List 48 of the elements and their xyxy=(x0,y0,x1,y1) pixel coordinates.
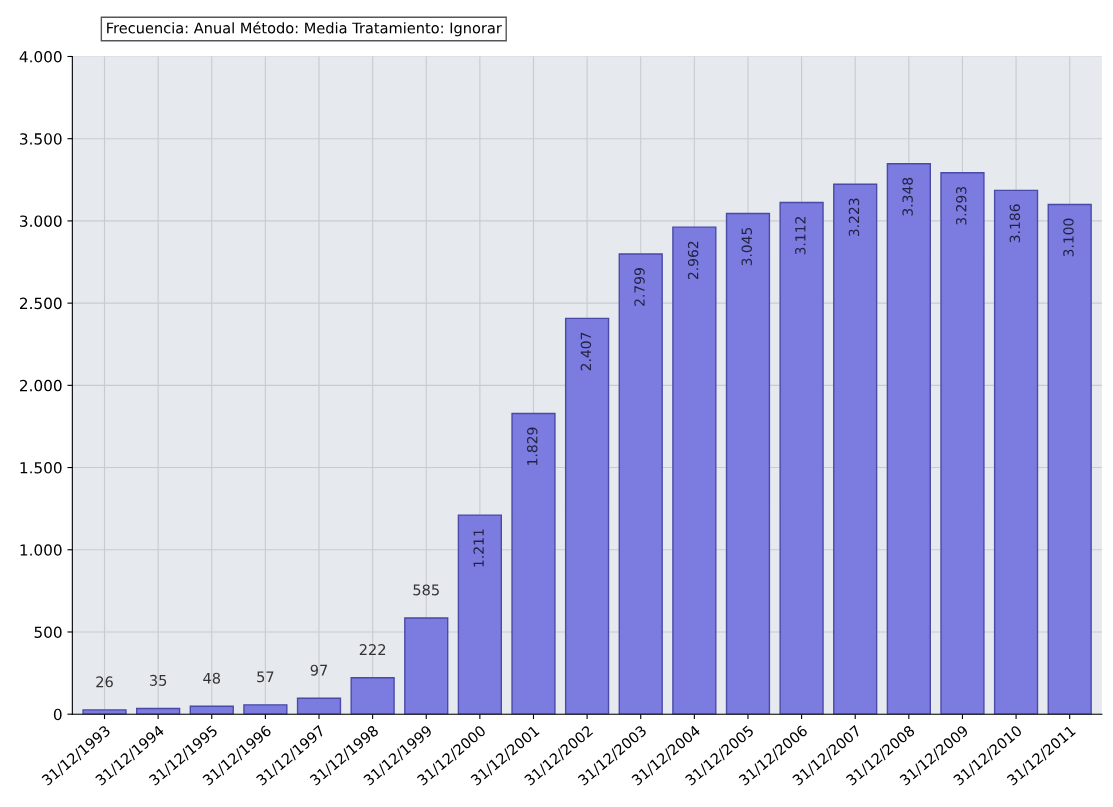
data-label: 2.962 xyxy=(687,241,699,280)
bar xyxy=(189,705,234,715)
y-tick-label: 0 xyxy=(53,708,62,721)
data-label: 3.186 xyxy=(1009,204,1021,243)
data-label: 1.829 xyxy=(527,427,538,465)
bar xyxy=(1047,203,1092,715)
y-tick-label: 2.500 xyxy=(20,297,62,310)
bar xyxy=(618,253,663,715)
bar xyxy=(886,163,931,715)
bar xyxy=(725,212,771,715)
bar xyxy=(457,514,503,715)
data-label: 3.293 xyxy=(955,187,967,225)
bar xyxy=(296,697,342,715)
data-label: 97 xyxy=(310,664,328,676)
data-label: 26 xyxy=(96,676,113,688)
data-label: 222 xyxy=(359,644,386,655)
bar xyxy=(350,676,395,715)
y-tick-label: 2.000 xyxy=(20,379,62,392)
bar xyxy=(993,189,1039,715)
bar xyxy=(779,201,824,715)
data-label: 1.211 xyxy=(473,529,484,567)
y-tick-label: 500 xyxy=(34,626,62,638)
data-label: 35 xyxy=(149,674,167,686)
data-label: 3.045 xyxy=(741,227,752,266)
data-label: 3.112 xyxy=(795,217,806,255)
data-label: 585 xyxy=(413,584,439,596)
data-label: 57 xyxy=(257,671,274,683)
y-tick-label: 3.500 xyxy=(20,133,62,145)
bar xyxy=(511,412,556,715)
data-label: 2.407 xyxy=(580,332,592,371)
data-label: 48 xyxy=(203,672,221,684)
data-label: 3.223 xyxy=(848,198,860,237)
bar xyxy=(564,317,610,715)
bar xyxy=(833,183,878,715)
y-tick-label: 3.000 xyxy=(20,215,62,227)
bar xyxy=(404,617,449,715)
bar xyxy=(135,707,181,715)
data-label: 3.100 xyxy=(1063,218,1074,257)
bar xyxy=(672,226,717,715)
y-tick-label: 1.500 xyxy=(20,462,62,474)
data-label: 3.348 xyxy=(902,177,913,216)
bar xyxy=(82,709,127,715)
y-tick-label: 4.000 xyxy=(19,50,62,63)
bar xyxy=(243,704,288,715)
chart-title: Frecuencia: Anual Método: Media Tratamiento: Ignorar xyxy=(107,21,502,37)
data-label: 2.799 xyxy=(634,268,645,306)
bar xyxy=(940,172,985,715)
y-tick-label: 1.000 xyxy=(20,544,62,556)
